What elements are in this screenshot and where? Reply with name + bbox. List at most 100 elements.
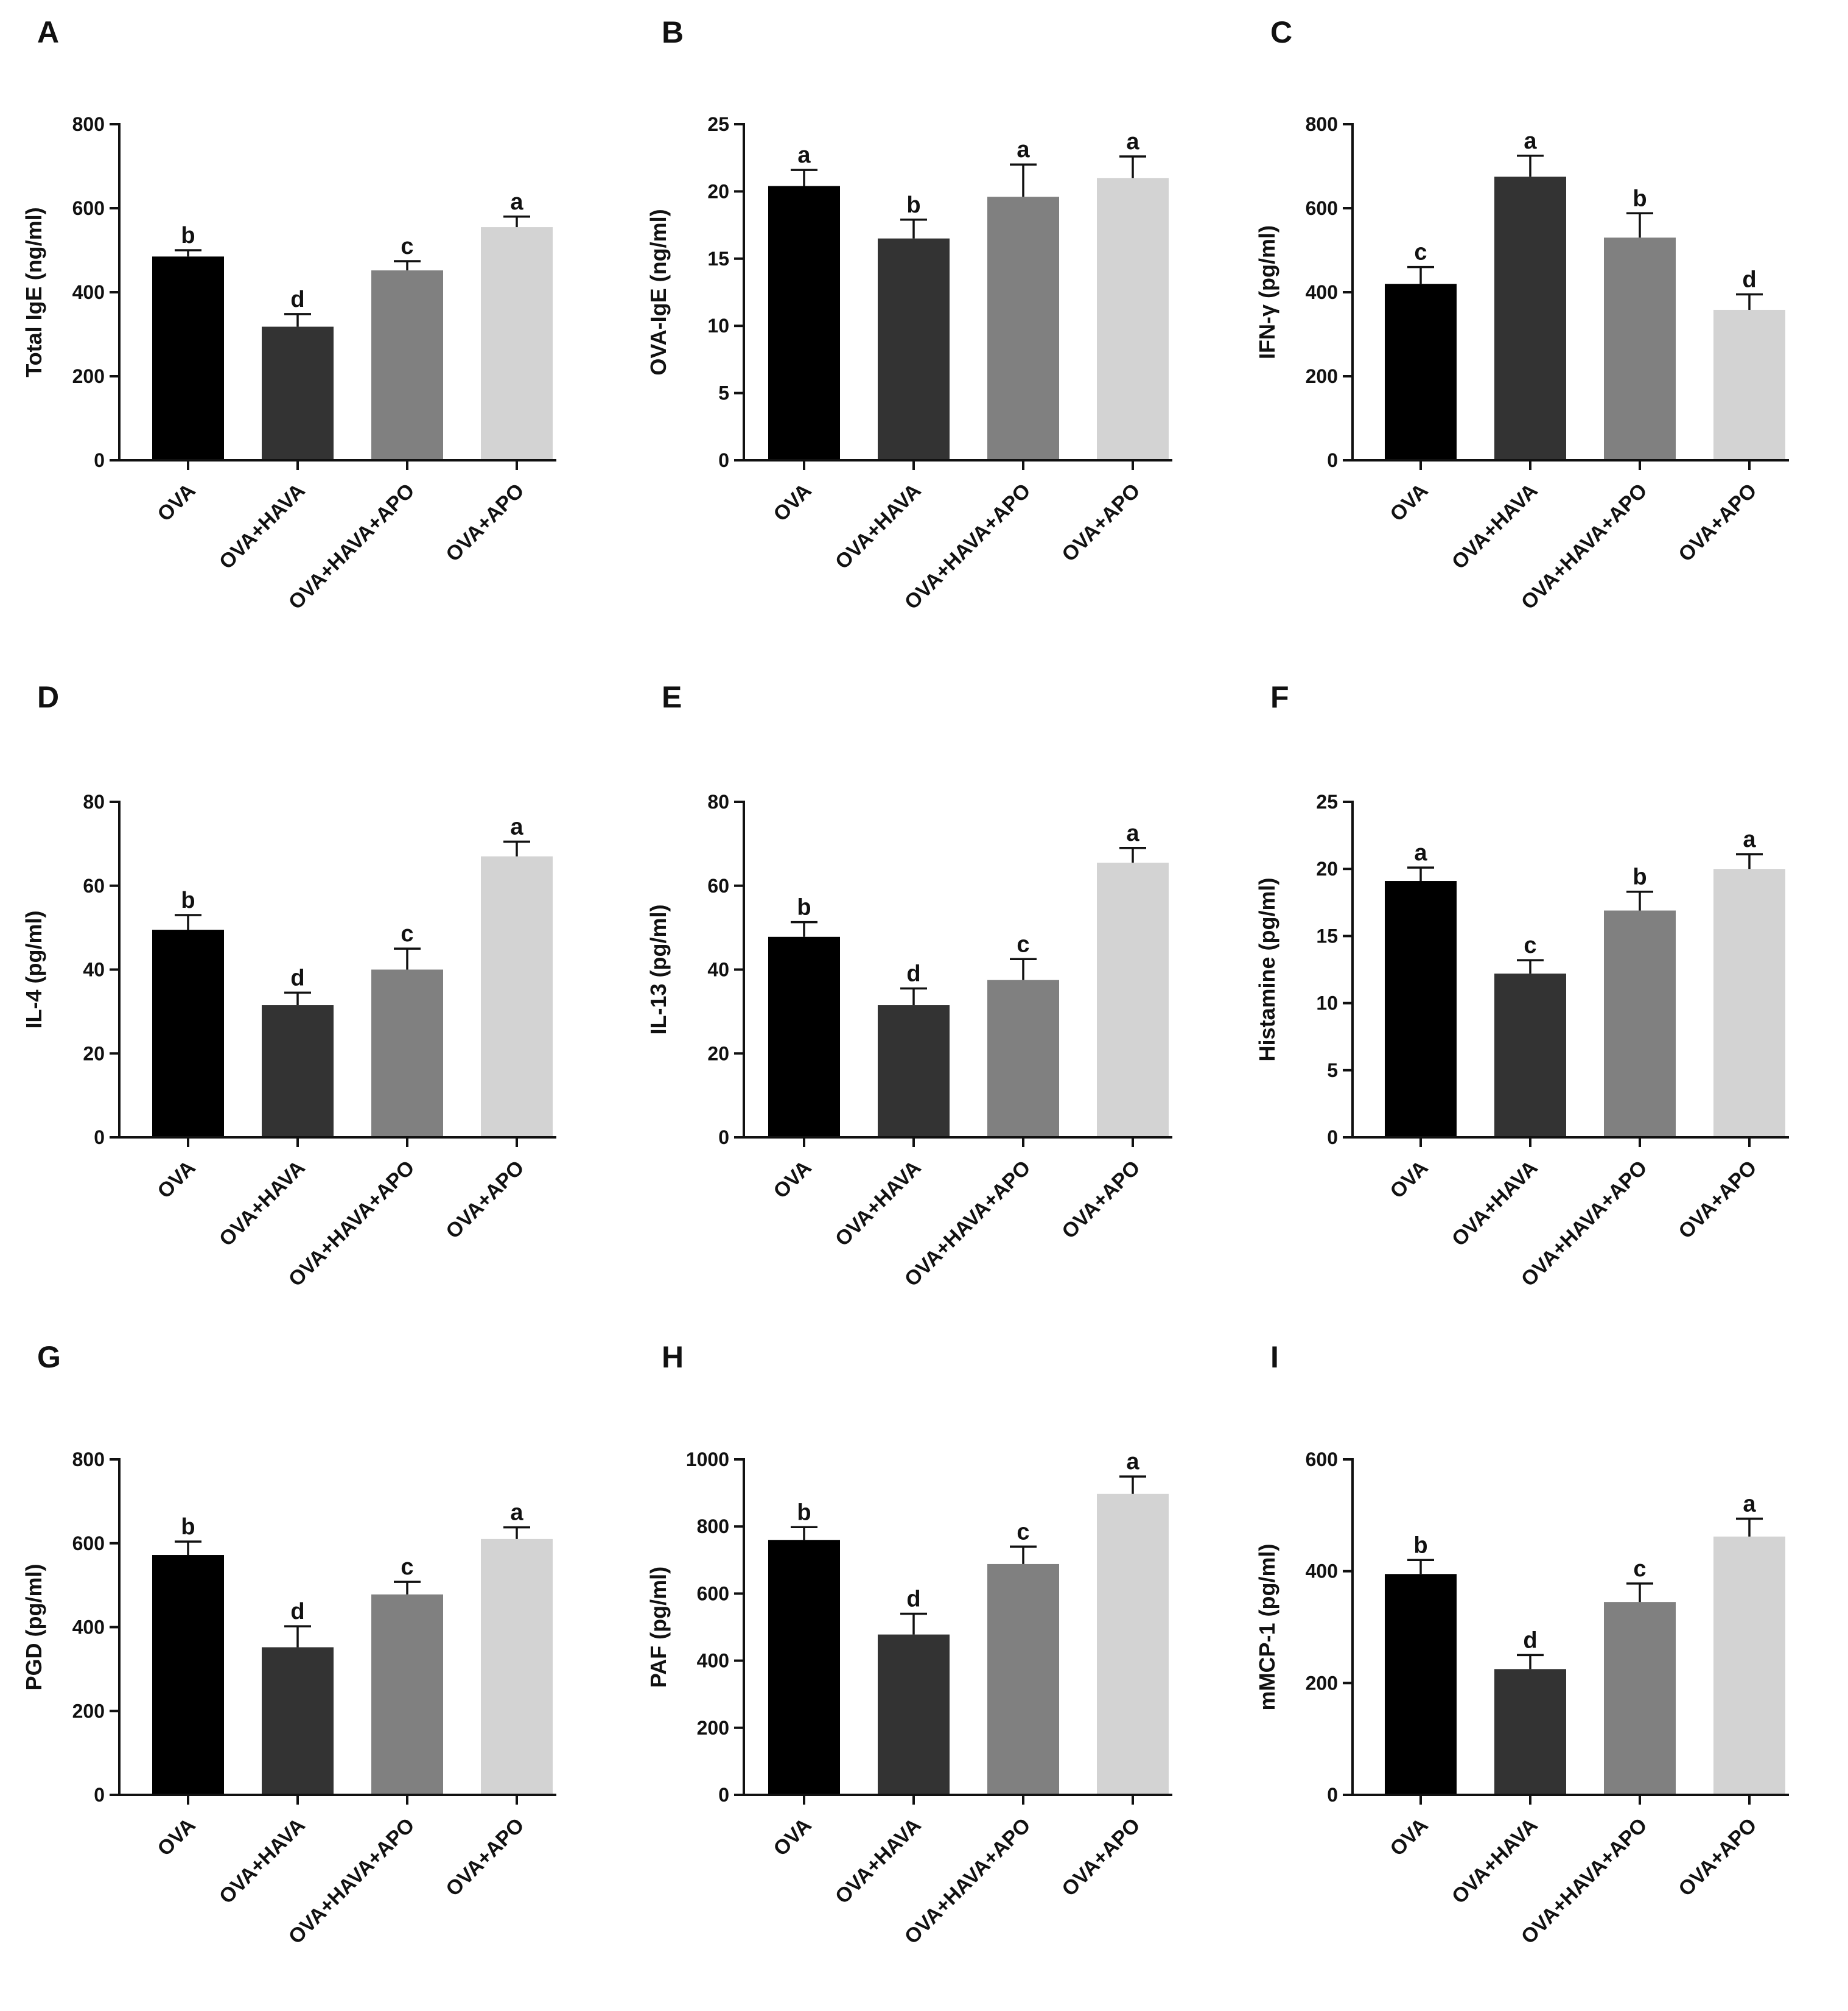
panel-letter-e: E xyxy=(662,680,682,714)
x-category-label-i-1: OVA xyxy=(1385,1814,1432,1861)
y-tick-label-d: 20 xyxy=(83,1042,105,1064)
y-tick-label-c: 200 xyxy=(1306,365,1338,387)
bar-f-4 xyxy=(1713,869,1785,1137)
significance-label-h-1: b xyxy=(797,1500,811,1525)
y-tick-label-h: 1000 xyxy=(686,1448,729,1470)
significance-label-a-2: d xyxy=(290,287,304,312)
bar-f-3 xyxy=(1604,910,1676,1137)
x-category-label-e-1: OVA xyxy=(769,1156,816,1203)
bar-e-3 xyxy=(987,980,1059,1137)
y-axis-label-f: Histamine (pg/ml) xyxy=(1255,877,1279,1061)
x-category-label-d-2: OVA+HAVA xyxy=(215,1156,310,1251)
bar-h-1 xyxy=(768,1540,840,1795)
significance-label-c-1: c xyxy=(1414,240,1427,265)
y-tick-label-i: 0 xyxy=(1327,1784,1338,1806)
panel-b: B 0 5 10 15 20 25 OVA-IgE (ng/ml) a OVA b OVA+HAVA a… xyxy=(646,15,1172,614)
significance-label-i-1: b xyxy=(1413,1532,1427,1558)
x-category-label-h-4: OVA+APO xyxy=(1057,1814,1144,1901)
x-category-label-f-2: OVA+HAVA xyxy=(1447,1156,1542,1251)
significance-label-g-3: c xyxy=(401,1554,413,1580)
bar-b-2 xyxy=(878,238,950,460)
significance-label-d-4: a xyxy=(510,814,523,840)
bar-c-3 xyxy=(1604,237,1676,460)
bar-i-1 xyxy=(1385,1574,1457,1795)
significance-label-c-3: b xyxy=(1633,186,1647,211)
y-tick-label-e: 80 xyxy=(707,791,729,813)
y-axis-label-g: PGD (pg/ml) xyxy=(21,1564,46,1691)
y-tick-label-c: 800 xyxy=(1306,113,1338,135)
y-tick-label-f: 15 xyxy=(1316,925,1338,947)
x-category-label-c-2: OVA+HAVA xyxy=(1447,479,1542,574)
y-tick-label-d: 0 xyxy=(94,1126,105,1148)
x-category-label-e-2: OVA+HAVA xyxy=(831,1156,926,1251)
significance-label-g-4: a xyxy=(510,1500,523,1526)
bar-h-3 xyxy=(987,1564,1059,1795)
x-category-label-e-4: OVA+APO xyxy=(1057,1156,1144,1243)
y-tick-label-g: 0 xyxy=(94,1784,105,1806)
y-tick-label-f: 0 xyxy=(1327,1126,1338,1148)
y-tick-label-b: 5 xyxy=(718,382,729,404)
y-tick-label-i: 400 xyxy=(1306,1560,1338,1582)
panel-letter-g: G xyxy=(37,1340,61,1374)
panel-letter-f: F xyxy=(1270,680,1289,714)
y-tick-label-b: 15 xyxy=(707,248,729,270)
y-tick-label-h: 800 xyxy=(697,1515,729,1537)
significance-label-h-3: c xyxy=(1017,1519,1029,1545)
y-tick-label-c: 400 xyxy=(1306,281,1338,303)
bar-e-4 xyxy=(1097,862,1169,1137)
significance-label-f-3: b xyxy=(1633,865,1647,890)
y-tick-label-f: 20 xyxy=(1316,858,1338,880)
y-tick-label-e: 60 xyxy=(707,875,729,897)
x-category-label-b-1: OVA xyxy=(769,479,816,526)
significance-label-f-1: a xyxy=(1414,840,1427,866)
significance-label-b-2: b xyxy=(906,192,920,218)
bar-f-2 xyxy=(1494,974,1566,1137)
significance-label-i-3: c xyxy=(1633,1556,1646,1582)
significance-label-c-2: a xyxy=(1524,128,1537,154)
significance-label-f-2: c xyxy=(1524,933,1536,958)
bar-g-2 xyxy=(262,1647,334,1795)
significance-label-c-4: d xyxy=(1742,267,1756,292)
y-tick-label-a: 200 xyxy=(72,365,105,387)
bar-a-4 xyxy=(481,227,553,460)
y-tick-label-e: 40 xyxy=(707,959,729,981)
bar-i-4 xyxy=(1713,1536,1785,1795)
x-category-label-a-1: OVA xyxy=(153,479,200,526)
y-axis-label-e: IL-13 (pg/ml) xyxy=(646,905,671,1035)
x-category-label-a-2: OVA+HAVA xyxy=(215,479,310,574)
y-tick-label-a: 800 xyxy=(72,113,105,135)
bar-b-3 xyxy=(987,197,1059,460)
y-tick-label-d: 40 xyxy=(83,959,105,981)
y-tick-label-b: 25 xyxy=(707,113,729,135)
y-tick-label-i: 200 xyxy=(1306,1672,1338,1694)
x-category-label-c-4: OVA+APO xyxy=(1674,479,1761,566)
bar-g-4 xyxy=(481,1539,553,1795)
bar-f-1 xyxy=(1385,881,1457,1137)
significance-label-i-2: d xyxy=(1523,1627,1537,1653)
significance-label-b-4: a xyxy=(1126,129,1139,155)
x-category-label-f-4: OVA+APO xyxy=(1674,1156,1761,1243)
y-tick-label-g: 400 xyxy=(72,1616,105,1638)
x-category-label-h-2: OVA+HAVA xyxy=(831,1814,926,1909)
y-tick-label-f: 25 xyxy=(1316,791,1338,813)
panel-c: C 0 200 400 600 800 IFN-γ (pg/ml) c OVA a OVA+HAVA… xyxy=(1255,15,1789,614)
significance-label-g-1: b xyxy=(181,1514,195,1540)
x-category-label-b-2: OVA+HAVA xyxy=(831,479,926,574)
panel-g: G 0 200 400 600 800 PGD (pg/ml) b OVA d OVA+HAVA c O… xyxy=(21,1340,556,1949)
panel-letter-b: B xyxy=(662,15,684,49)
bar-c-1 xyxy=(1385,284,1457,460)
y-tick-label-e: 0 xyxy=(718,1126,729,1148)
significance-label-g-2: d xyxy=(290,1599,304,1624)
significance-label-h-2: d xyxy=(906,1586,920,1612)
bar-a-2 xyxy=(262,326,334,460)
y-tick-label-f: 10 xyxy=(1316,992,1338,1014)
x-category-label-i-2: OVA+HAVA xyxy=(1447,1814,1542,1909)
y-axis-label-b: OVA-IgE (ng/ml) xyxy=(646,209,671,375)
y-tick-label-b: 0 xyxy=(718,449,729,471)
x-category-label-d-4: OVA+APO xyxy=(441,1156,528,1243)
y-tick-label-c: 0 xyxy=(1327,449,1338,471)
y-tick-label-e: 20 xyxy=(707,1042,729,1064)
significance-label-a-1: b xyxy=(181,223,195,248)
y-axis-label-c: IFN-γ (pg/ml) xyxy=(1255,225,1279,359)
x-category-label-h-1: OVA xyxy=(769,1814,816,1861)
